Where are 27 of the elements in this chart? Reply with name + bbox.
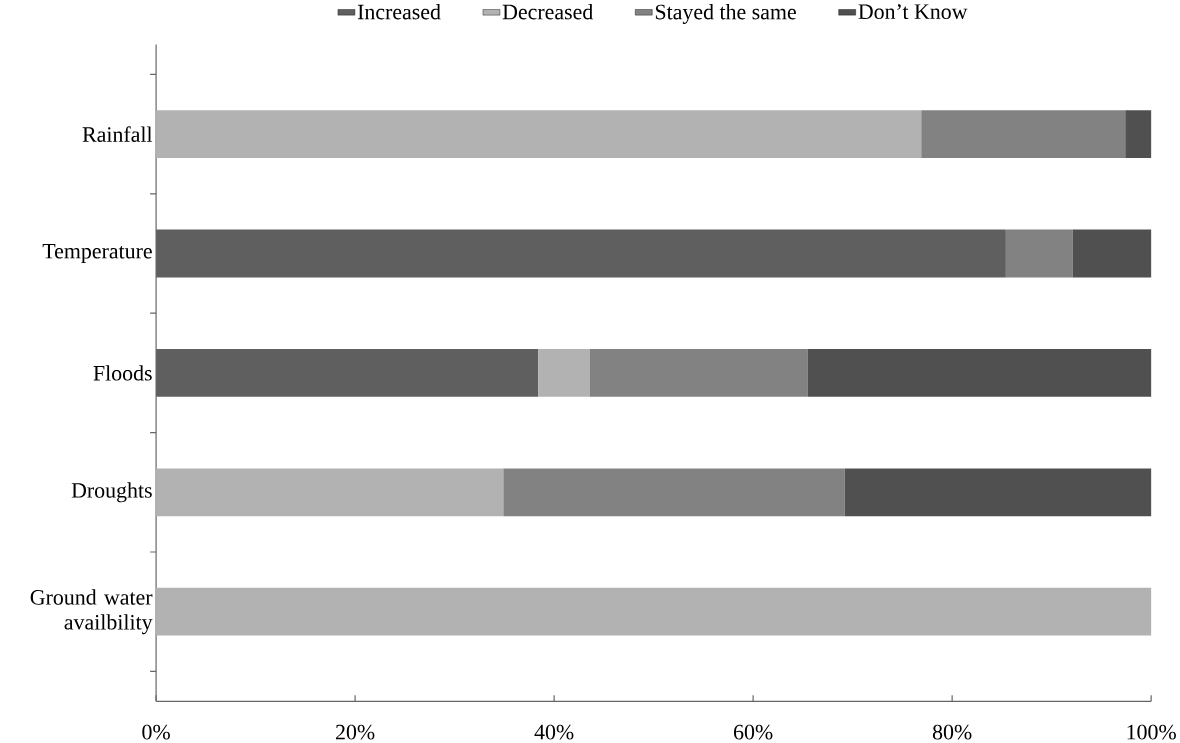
legend-label: Don’t Know (858, 4, 968, 20)
x-tick-label: 80% (932, 724, 972, 740)
x-tick-label: 20% (336, 724, 375, 740)
bar (807, 349, 1152, 397)
bar (156, 110, 922, 159)
x-tick-label: 40% (534, 724, 574, 740)
legend-label: Increased (357, 4, 441, 20)
bar (1125, 110, 1152, 159)
x-tick-label: 0% (142, 724, 170, 740)
bar (503, 468, 845, 517)
legend-label: Decreased (502, 4, 594, 20)
bar (156, 468, 504, 517)
bar (156, 587, 1152, 636)
y-tick-label: Ground water availbility (30, 589, 153, 635)
bar (538, 349, 590, 397)
x-tick-label: 60% (734, 724, 773, 740)
y-tick-label: Temperature (42, 244, 152, 264)
x-tick-label: 100% (1127, 724, 1176, 740)
bar (921, 110, 1126, 159)
y-tick-label: Floods (93, 365, 152, 381)
y-tick-label: Droughts (71, 482, 152, 503)
legend-label: Stayed the same (655, 4, 796, 24)
y-tick-label: Rainfall (82, 126, 153, 142)
bar (1005, 229, 1073, 278)
bar (844, 468, 1152, 517)
bar (1072, 229, 1152, 278)
bar (589, 349, 808, 397)
